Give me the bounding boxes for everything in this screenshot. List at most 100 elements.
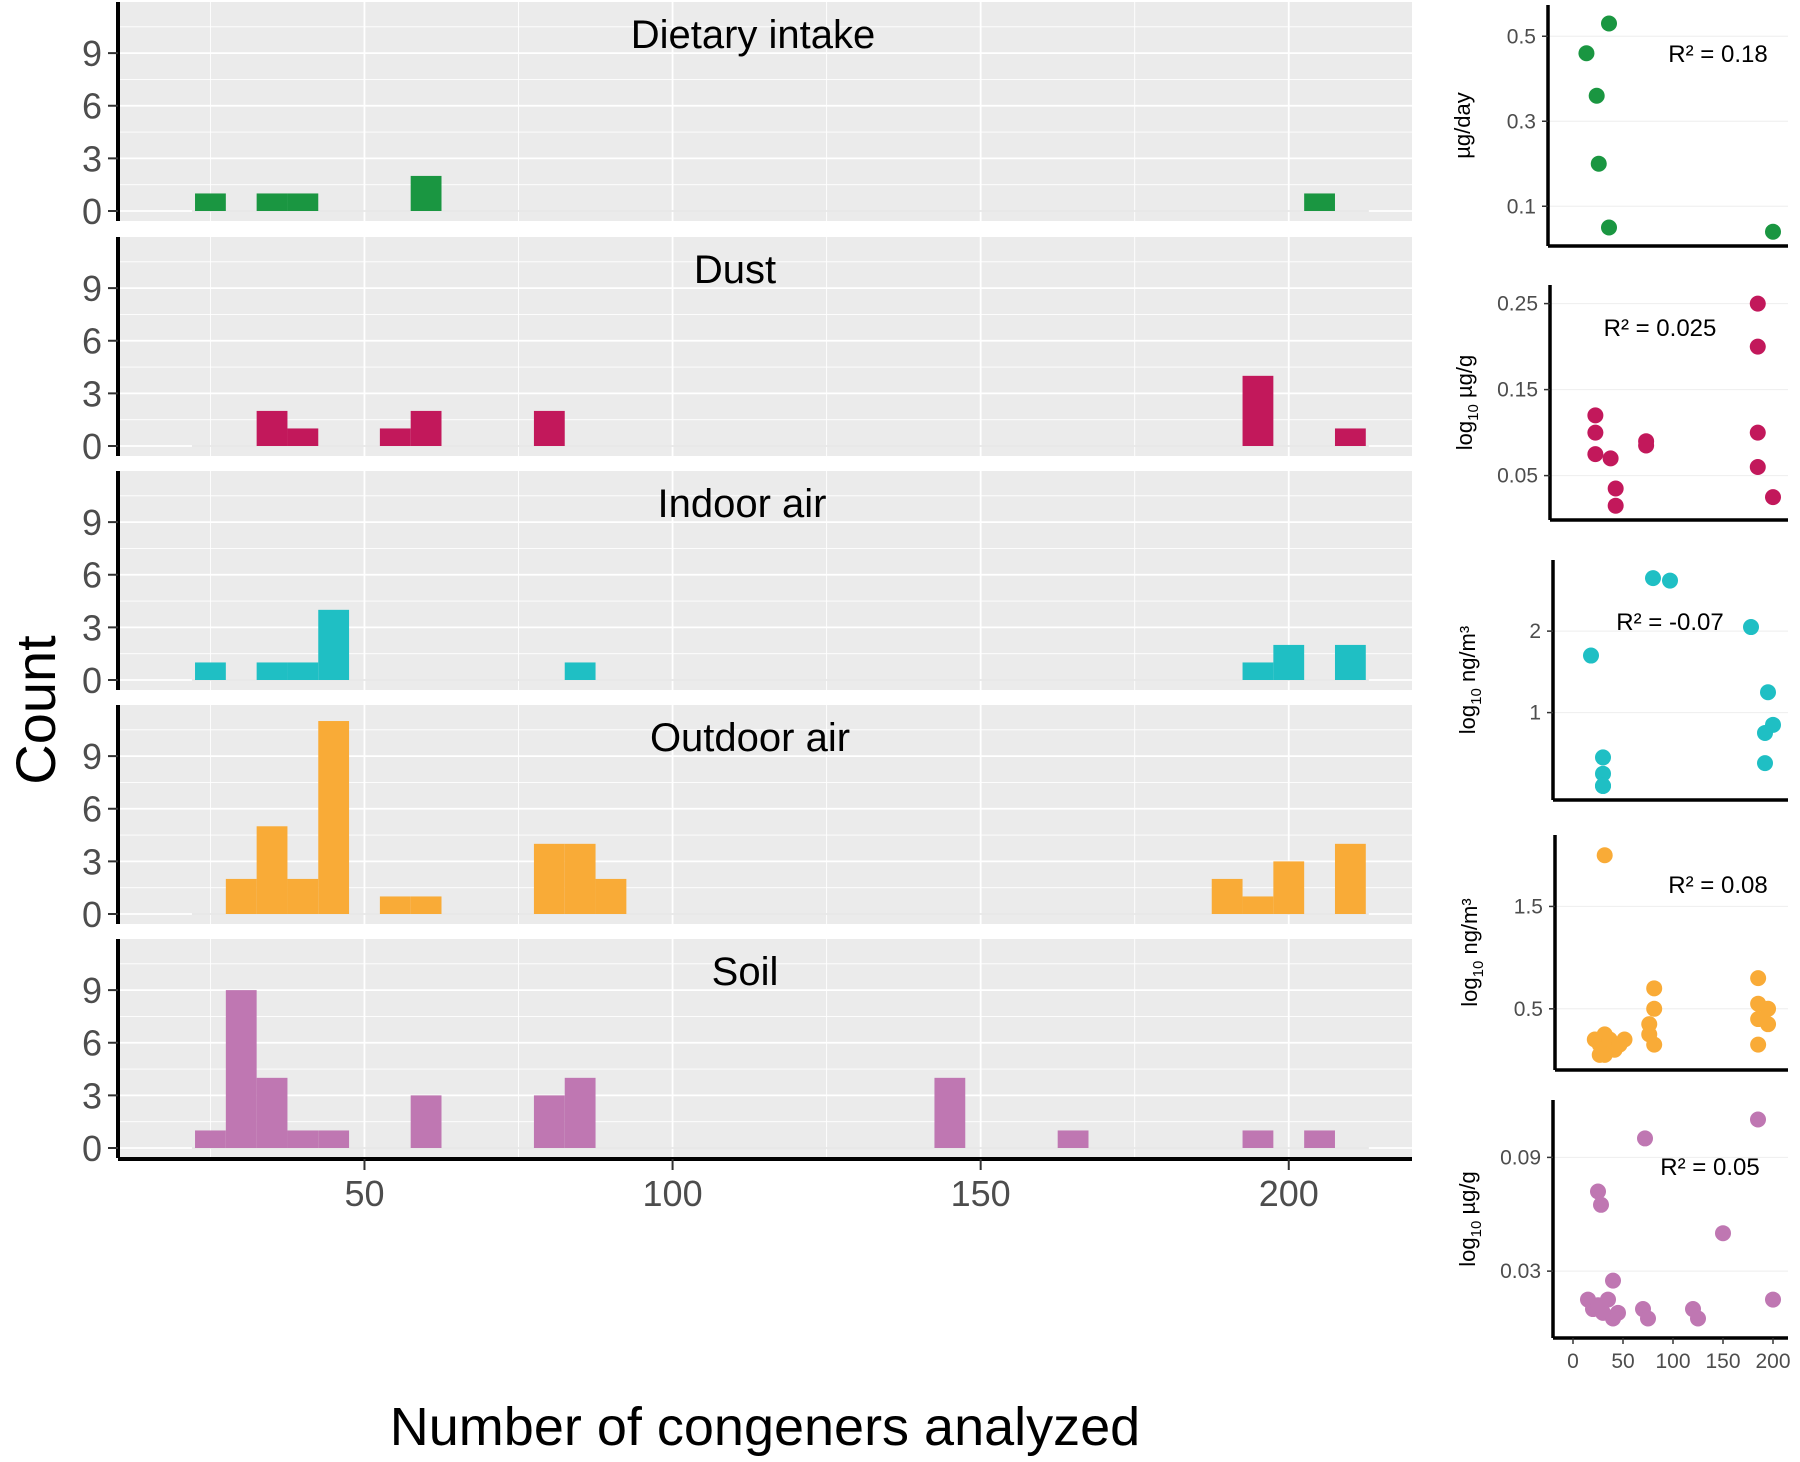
panel-title: Soil xyxy=(712,950,779,994)
y-tick-label: 3 xyxy=(82,607,102,648)
y-tick-label: 3 xyxy=(82,841,102,882)
y-tick-label: 0 xyxy=(82,426,102,467)
histogram-bar xyxy=(1211,878,1243,914)
scatter-point xyxy=(1593,1196,1609,1213)
x-tick-label: 200 xyxy=(1259,1173,1319,1214)
r-squared-label: R² = 0.05 xyxy=(1660,1154,1759,1181)
y-tick-label: 6 xyxy=(82,321,102,362)
scatter-point xyxy=(1595,765,1611,782)
histogram-bar xyxy=(1334,843,1366,914)
histogram-bar xyxy=(410,1095,442,1148)
histogram-bar xyxy=(1304,1130,1335,1148)
scatter-y-axis-label: log10 ng/m³ xyxy=(1455,626,1485,734)
scatter-point xyxy=(1638,437,1655,454)
scatter-y-tick-label: 0.25 xyxy=(1497,293,1538,316)
histogram-bar xyxy=(287,193,319,211)
histogram-bar xyxy=(1242,662,1274,680)
scatter-y-tick-label: 0.5 xyxy=(1514,998,1543,1021)
histogram-bar xyxy=(1242,1130,1274,1148)
scatter-y-axis-label: log10 µg/g xyxy=(1455,1171,1485,1266)
y-tick-label: 9 xyxy=(82,268,102,309)
scatter-y-tick-label: 2 xyxy=(1529,620,1541,643)
scatter-point xyxy=(1596,1046,1613,1063)
scatter-y-axis-label: µg/day xyxy=(1450,92,1475,159)
scatter-point xyxy=(1760,1000,1777,1017)
scatter-point xyxy=(1590,155,1607,172)
y-tick-label: 6 xyxy=(82,789,102,830)
histogram-bar xyxy=(318,609,350,680)
y-tick-label: 0 xyxy=(82,191,102,232)
histogram-bar xyxy=(1334,644,1366,680)
histogram-bar xyxy=(256,410,288,446)
scatter-point xyxy=(1749,338,1766,355)
histogram-bar xyxy=(225,878,257,914)
scatter-point xyxy=(1601,219,1617,236)
r-squared-label: R² = 0.025 xyxy=(1604,315,1717,342)
scatter-point xyxy=(1646,1036,1663,1053)
y-axis-label: Count xyxy=(4,635,67,785)
scatter-point xyxy=(1610,1304,1626,1321)
y-tick-label: 6 xyxy=(82,1023,102,1064)
scatter-point xyxy=(1765,223,1781,240)
histogram-bar xyxy=(1273,861,1305,914)
scatter-point xyxy=(1760,684,1776,701)
scatter-x-tick-label: 0 xyxy=(1567,1350,1579,1373)
histogram-bar xyxy=(533,843,565,914)
scatter-point xyxy=(1645,570,1661,587)
scatter-point xyxy=(1749,459,1766,475)
y-tick-label: 3 xyxy=(82,373,102,414)
scatter-point xyxy=(1715,1225,1731,1242)
scatter-point xyxy=(1616,1031,1633,1048)
x-tick-label: 100 xyxy=(643,1173,703,1214)
scatter-panel: 0.03 0.09 0 50 100 150 200 log10 µg/g R² = 0.05 xyxy=(1455,1100,1791,1373)
r-squared-label: R² = -0.07 xyxy=(1616,609,1723,636)
scatter-y-tick-label: 0.15 xyxy=(1497,379,1538,402)
scatter-point xyxy=(1690,1310,1706,1327)
scatter-panel: 0.05 0.15 0.25 log10 µg/g R² = 0.025 xyxy=(1452,285,1788,522)
scatter-point xyxy=(1646,980,1663,997)
histogram-bar xyxy=(318,1130,350,1148)
histogram-bar xyxy=(1304,193,1335,211)
scatter-point xyxy=(1587,446,1604,463)
histogram-panel: 0 3 6 9 Indoor air xyxy=(82,471,1412,701)
scatter-point xyxy=(1646,1000,1663,1017)
scatter-point xyxy=(1605,1272,1621,1289)
scatter-point xyxy=(1578,45,1595,62)
scatter-y-tick-label: 0.1 xyxy=(1507,195,1536,218)
scatter-point xyxy=(1601,15,1617,32)
histogram-bar xyxy=(410,896,442,914)
y-tick-label: 6 xyxy=(82,86,102,127)
scatter-point xyxy=(1596,847,1613,864)
scatter-point xyxy=(1640,1310,1656,1327)
histogram-bar xyxy=(1273,644,1305,680)
scatter-point xyxy=(1662,572,1678,589)
scatter-y-axis-label: log10 ng/m³ xyxy=(1457,898,1487,1006)
histogram-bar xyxy=(564,843,596,914)
y-tick-label: 6 xyxy=(82,555,102,596)
histogram-bar xyxy=(379,896,411,914)
scatter-point xyxy=(1765,489,1781,506)
scatter-y-axis-label: log10 µg/g xyxy=(1452,355,1482,450)
scatter-point xyxy=(1757,755,1773,772)
scatter-point xyxy=(1587,424,1604,441)
histogram-bar xyxy=(195,1130,226,1148)
histogram-bar xyxy=(564,1077,596,1148)
scatter-point xyxy=(1750,1111,1766,1128)
scatter-point xyxy=(1587,407,1604,424)
scatter-y-tick-label: 0.05 xyxy=(1497,465,1538,488)
histogram-bar xyxy=(564,662,596,680)
histogram-bar xyxy=(533,1095,565,1148)
scatter-panel: 0.1 0.3 0.5 µg/day R² = 0.18 xyxy=(1450,5,1788,248)
scatter-point xyxy=(1607,497,1624,514)
scatter-point xyxy=(1765,1291,1781,1308)
histogram-panel: 0 3 6 9 Soil 50 100 150 200 xyxy=(82,939,1412,1214)
scatter-x-tick-label: 200 xyxy=(1755,1350,1790,1373)
scatter-point xyxy=(1588,87,1605,104)
histogram-panel: 0 3 6 9 Outdoor air xyxy=(82,705,1412,935)
histogram-bar xyxy=(225,990,257,1148)
y-tick-label: 3 xyxy=(82,1075,102,1116)
panel-title: Dietary intake xyxy=(631,13,876,57)
scatter-point xyxy=(1595,749,1611,766)
scatter-point xyxy=(1750,1036,1767,1053)
